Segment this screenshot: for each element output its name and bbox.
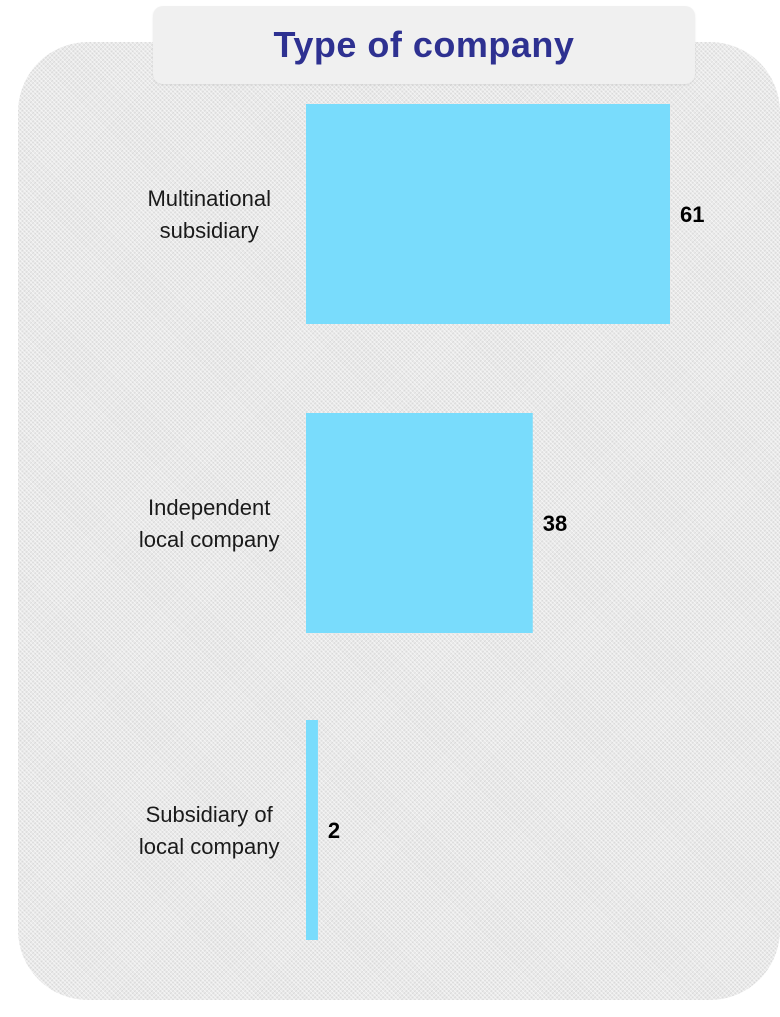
category-label-1-line-2: subsidiary: [160, 218, 259, 243]
category-label-2-line-2: local company: [139, 527, 280, 552]
value-label-3: 2: [328, 818, 340, 843]
value-label-1: 61: [680, 202, 704, 227]
category-label-1-line-1: Multinational: [147, 186, 271, 211]
bar-3: [306, 720, 318, 940]
category-label-3-line-1: Subsidiary of: [146, 802, 274, 827]
bar-1: [306, 104, 670, 324]
bar-2: [306, 413, 533, 633]
category-label-3-line-2: local company: [139, 834, 280, 859]
value-label-2: 38: [543, 511, 567, 536]
chart-title: Type of company: [273, 24, 575, 65]
category-label-2-line-1: Independent: [148, 495, 270, 520]
title-box: Type of company: [153, 6, 695, 84]
